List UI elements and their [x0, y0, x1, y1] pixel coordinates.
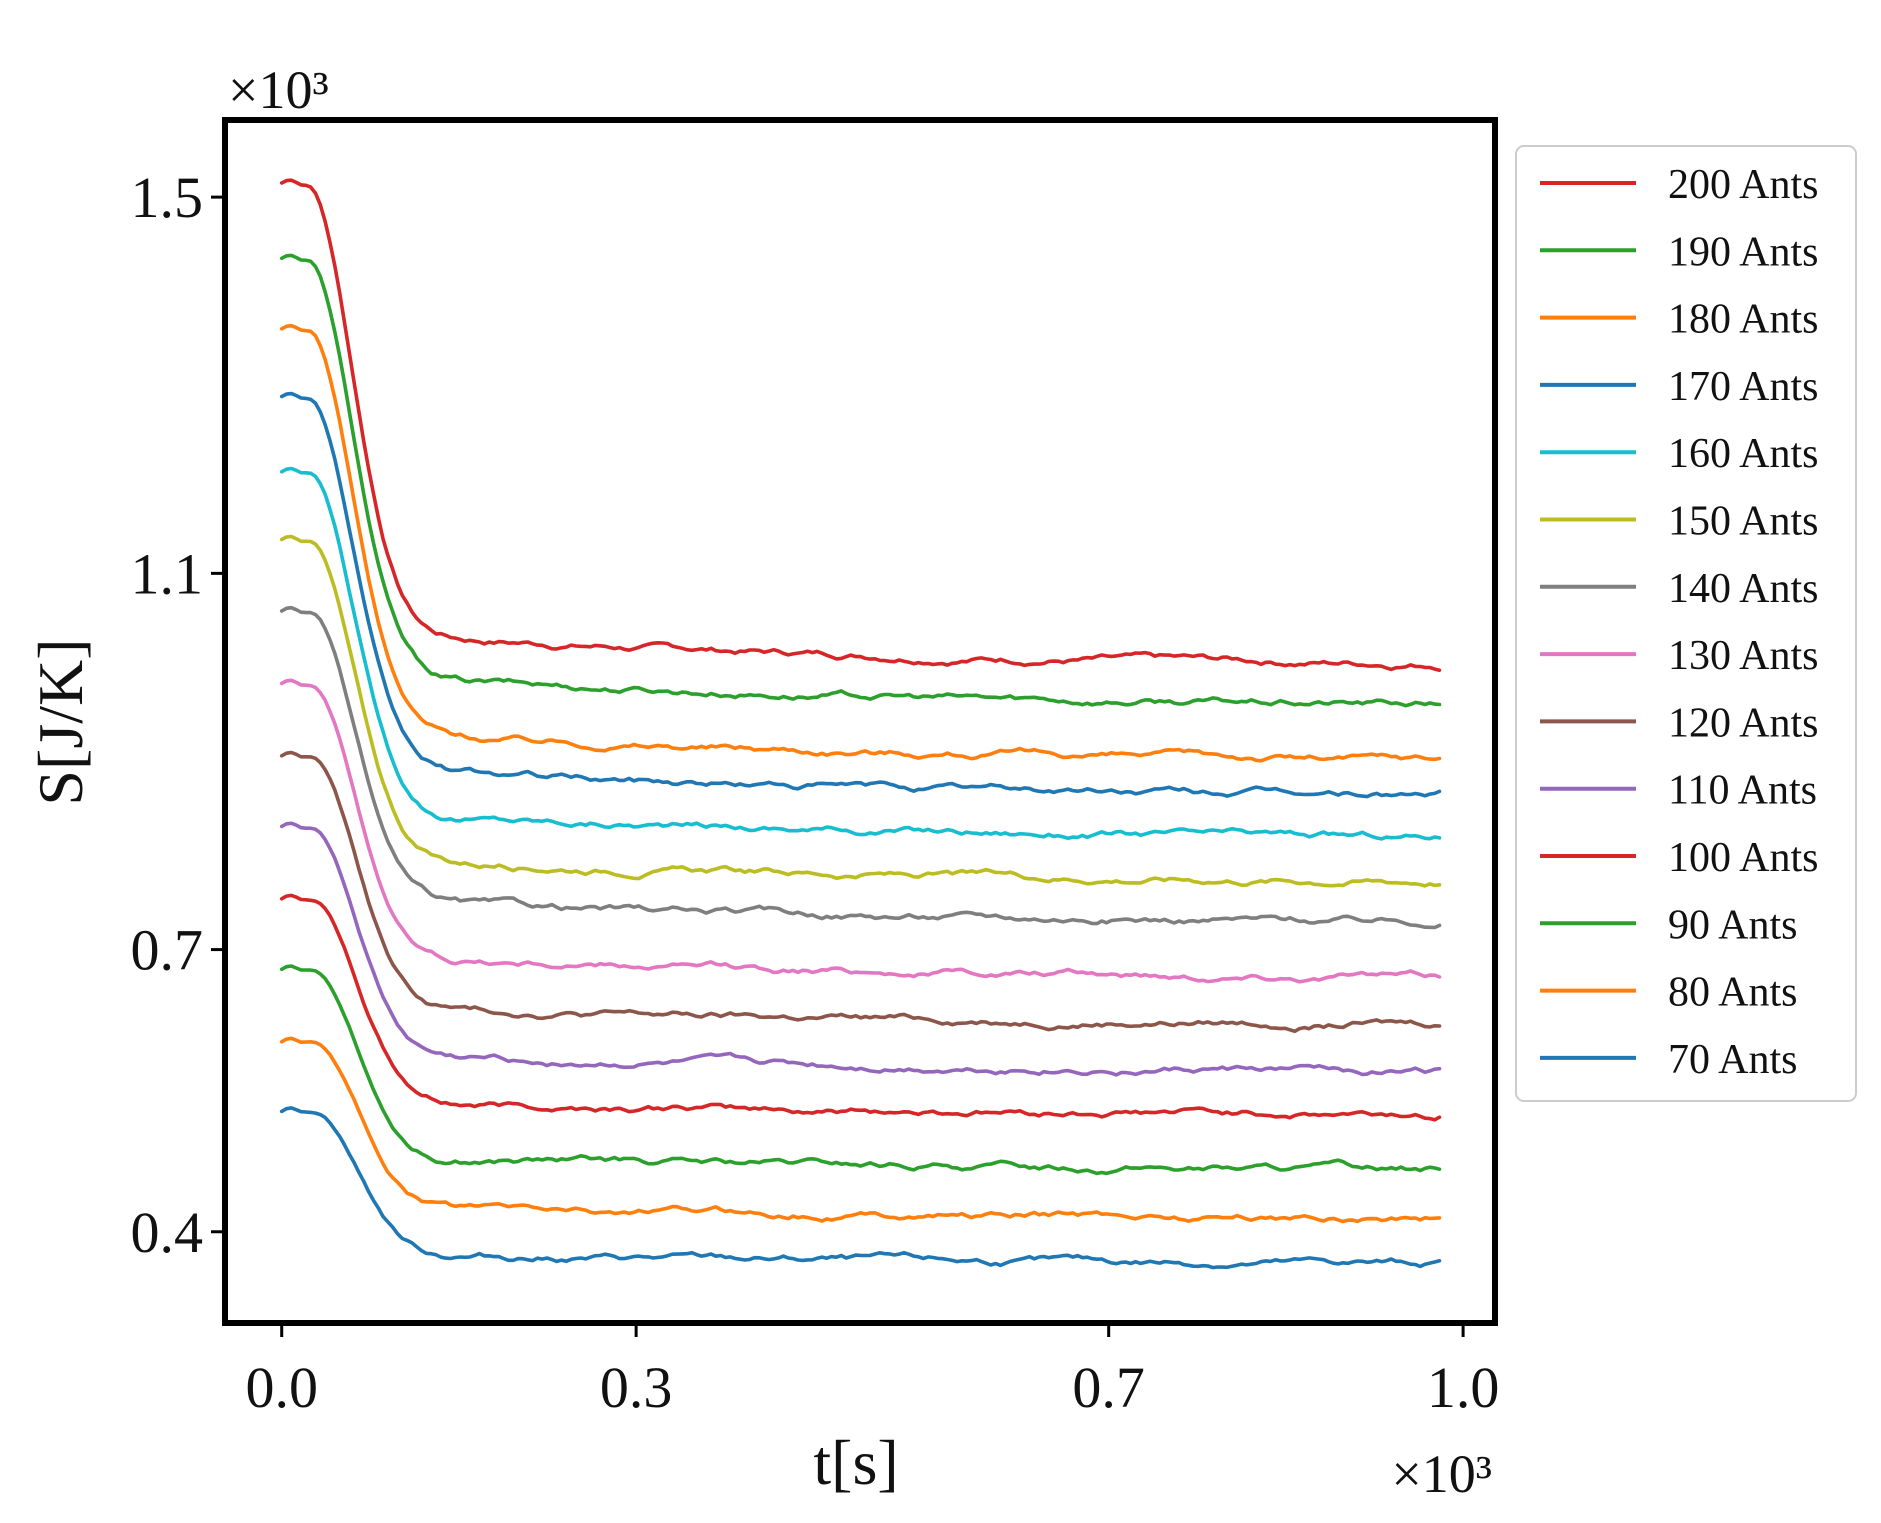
y-axis-label: S[J/K]: [25, 638, 96, 805]
y-ticks: 0.4 0.7 1.1 1.5: [131, 165, 225, 1265]
plot-frame: [222, 117, 1498, 1326]
series-line: [279, 605, 1442, 930]
legend-label: 160 Ants: [1668, 431, 1819, 477]
legend-label: 130 Ants: [1668, 633, 1819, 679]
legend-label: 200 Ants: [1668, 162, 1819, 208]
legend-label: 180 Ants: [1668, 297, 1819, 343]
y-tick-label: 0.4: [131, 1200, 204, 1265]
series-line: [279, 466, 1442, 841]
series-line: [279, 323, 1442, 763]
x-tick-label: 0.0: [245, 1355, 318, 1420]
x-tick-label: 0.7: [1072, 1355, 1145, 1420]
legend-label: 100 Ants: [1668, 835, 1819, 881]
series-line: [279, 1036, 1442, 1224]
x-axis-label: t[s]: [813, 1427, 898, 1498]
y-tick-label: 1.1: [131, 541, 204, 606]
legend-label: 70 Ants: [1668, 1037, 1798, 1083]
x-tick-label: 1.0: [1427, 1355, 1500, 1420]
series-line: [279, 750, 1442, 1034]
x-axis-multiplier: ×10³: [1391, 1444, 1492, 1504]
series-line: [279, 253, 1442, 708]
legend-label: 150 Ants: [1668, 499, 1819, 545]
plot-lines: [279, 178, 1442, 1270]
legend-label: 120 Ants: [1668, 700, 1819, 746]
series-line: [279, 1106, 1442, 1270]
legend-label: 80 Ants: [1668, 970, 1798, 1016]
y-tick-label: 1.5: [131, 165, 204, 230]
x-tick-label: 0.3: [600, 1355, 673, 1420]
series-line: [279, 391, 1442, 799]
legend-label: 140 Ants: [1668, 566, 1819, 612]
series-line: [279, 678, 1442, 984]
series-line: [279, 821, 1442, 1077]
legend-label: 170 Ants: [1668, 364, 1819, 410]
y-tick-label: 0.7: [131, 918, 204, 983]
series-line: [279, 178, 1442, 673]
legend-label: 110 Ants: [1668, 768, 1817, 814]
x-ticks: 0.0 0.3 0.7 1.0: [245, 1323, 1499, 1420]
legend-label: 90 Ants: [1668, 902, 1798, 948]
y-axis-multiplier: ×10³: [228, 60, 329, 120]
series-line: [279, 964, 1442, 1176]
series-line: [279, 534, 1442, 888]
legend-box: [1515, 145, 1857, 1102]
legend: 200 Ants 190 Ants 180 Ants 170 Ants 160 Ants…: [1515, 145, 1857, 1102]
legend-label: 190 Ants: [1668, 229, 1819, 275]
legend-items: 200 Ants 190 Ants 180 Ants 170 Ants 160 Ants…: [1540, 162, 1819, 1083]
series-line: [279, 893, 1442, 1122]
